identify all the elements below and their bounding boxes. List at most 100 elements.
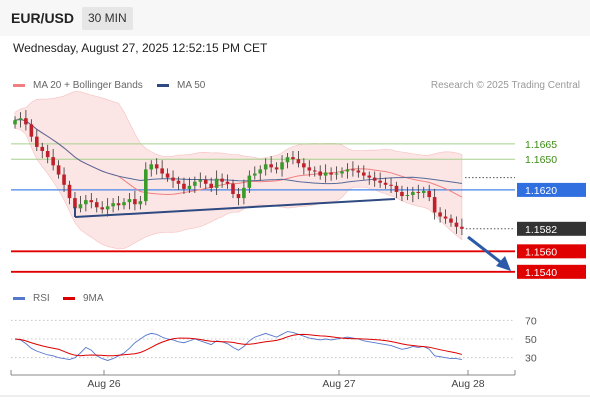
candle-body [111,203,115,207]
candle-body [138,201,143,205]
candle-body [247,175,252,188]
level-label-1.1665: 1.1665 [525,139,557,151]
ma20-swatch [13,84,25,87]
header-bar: EUR/USD 30 MIN [0,0,590,36]
bollinger-band [14,91,463,250]
candle-body [416,191,421,193]
candle-body [421,190,426,193]
level-label-1.1560: 1.1560 [525,246,557,258]
candle-body [253,173,257,176]
candle-body [122,202,126,206]
candle-body [133,199,137,205]
candle-body [274,167,279,170]
legend-ma50-label: MA 50 [177,80,206,91]
candle-body [329,172,333,175]
level-label-1.1540: 1.1540 [525,267,557,279]
candle-body [378,180,382,183]
candle-body [193,181,197,186]
candle-body [35,136,39,147]
legend-rsi: RSI [13,293,50,304]
candle-body [383,182,388,185]
trendline [74,198,396,218]
candle-body [427,190,431,198]
legend-rsi-label: RSI [33,293,50,304]
candle-body [454,222,459,227]
candle-body [209,183,213,188]
level-label-1.1582: 1.1582 [525,224,557,236]
rsi-level-label-50: 50 [525,334,537,346]
candle-body [51,157,55,166]
candle-body [116,203,121,206]
candle-body [280,162,284,170]
candle-body [449,218,453,223]
legend-ma20: MA 20 + Bollinger Bands [13,80,143,91]
legend-ma20-label: MA 20 + Bollinger Bands [33,80,143,91]
candle-body [356,170,361,173]
candle-body [62,174,66,185]
candle-body [84,200,88,205]
candle-body [29,124,34,137]
forecast-arrow-shaft [467,235,504,266]
candle-body [263,164,268,170]
candle-body [73,198,77,209]
candle-body [144,169,148,202]
candle-body [307,167,312,171]
candle-body [236,194,241,199]
candle-body [187,185,192,189]
rsi-level-label-70: 70 [525,315,537,327]
x-label-Aug 27: Aug 27 [322,378,355,390]
legend-ma50: MA 50 [157,80,205,91]
candle-body [242,187,246,199]
candle-body [318,171,322,176]
legend-9ma: 9MA [63,293,104,304]
candle-body [100,207,104,210]
candle-body [394,185,399,192]
candle-body [182,183,186,189]
candle-body [176,180,181,184]
credit-text: Research © 2025 Trading Central [430,80,580,91]
ma50-swatch [157,84,169,87]
candle-body [460,226,464,229]
candle-body [340,171,344,174]
candle-body [302,163,306,168]
candle-body [362,172,366,176]
rsi-line [14,331,462,361]
level-tag-1.1560 [517,244,586,259]
rsi-9ma-line [14,333,463,357]
level-tag-1.1540 [517,264,586,279]
candle-body [13,120,17,125]
forecast-arrow-head [496,256,511,271]
rsi-swatch [13,297,25,300]
candle-body [214,178,219,188]
candle-body [411,191,415,196]
candle-body [345,169,350,172]
candle-body [160,168,164,174]
candle-body [198,179,203,182]
x-label-Aug 28: Aug 28 [451,378,484,390]
candle-body [285,157,290,163]
candle-body [24,118,28,125]
timeframe-badge[interactable]: 30 MIN [82,7,133,30]
level-label-1.1620: 1.1620 [525,185,557,197]
candle-body [438,212,442,217]
candle-body [67,184,72,199]
candle-body [296,159,301,164]
ma50-line [14,118,462,185]
candle-body [312,170,317,172]
legend-9ma-label: 9MA [83,293,104,304]
candle-body [94,202,99,208]
candle-body [105,206,110,210]
candle-body [351,169,355,171]
level-tag-1.1582 [517,221,586,236]
candle-body [171,177,175,181]
level-tag-1.1620 [517,182,586,197]
level-label-1.1650: 1.1650 [525,154,557,166]
candle-body [372,177,377,181]
instrument-title: EUR/USD [11,10,75,26]
candle-body [40,146,45,151]
candle-body [149,164,154,170]
timestamp: Wednesday, August 27, 2025 12:52:15 PM C… [13,41,268,55]
candle-body [78,204,83,209]
candle-body [443,216,448,219]
